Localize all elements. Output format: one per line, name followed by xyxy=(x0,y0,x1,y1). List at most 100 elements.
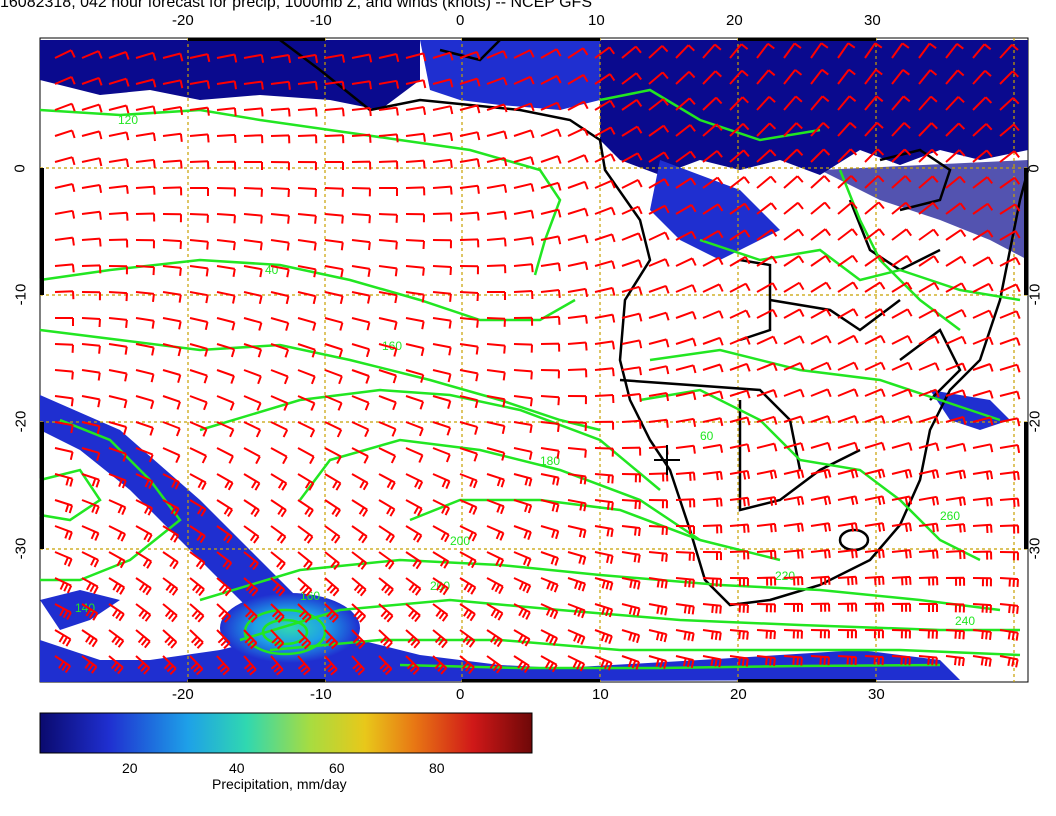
wind-barb xyxy=(378,369,398,384)
wind-barb xyxy=(648,418,669,428)
wind-barb xyxy=(513,421,533,434)
wind-barb xyxy=(918,308,940,319)
wind-barb xyxy=(675,310,697,320)
wind-barb xyxy=(189,421,208,437)
wind-barb xyxy=(810,122,830,137)
wind-barb xyxy=(648,603,668,616)
wind-barb xyxy=(540,499,560,513)
wind-barb xyxy=(405,343,425,357)
wind-barb xyxy=(729,176,750,189)
wind-barb xyxy=(189,629,204,649)
wind-barb xyxy=(540,447,560,459)
wind-barb xyxy=(351,239,371,251)
wind-barb xyxy=(135,603,152,622)
wind-barb xyxy=(81,317,101,328)
wind-barb xyxy=(81,447,101,461)
wind-barb xyxy=(459,291,479,302)
wind-barb xyxy=(999,176,1021,189)
wind-barb xyxy=(297,395,316,411)
wind-barb xyxy=(567,655,586,672)
wind-barb xyxy=(135,185,156,195)
wind-barb xyxy=(54,395,74,407)
wind-barb xyxy=(864,522,886,532)
wind-barb xyxy=(216,343,236,358)
wind-barb xyxy=(54,551,73,567)
axis-bar xyxy=(1024,168,1028,295)
wind-barb xyxy=(648,71,669,85)
wind-barb xyxy=(540,128,562,138)
wind-barb xyxy=(702,336,724,346)
wind-barb xyxy=(594,73,616,85)
wind-barb xyxy=(216,160,237,170)
wind-barb xyxy=(487,291,506,300)
wind-barb xyxy=(945,496,966,506)
wind-barb xyxy=(432,239,452,249)
wind-barb xyxy=(891,388,913,398)
wind-barb xyxy=(379,187,398,196)
wind-barb xyxy=(891,281,913,293)
wind-barb xyxy=(108,77,130,87)
lat-tick-right: 0 xyxy=(1025,164,1043,173)
lon-tick-top: -10 xyxy=(310,12,332,29)
wind-barb xyxy=(594,525,614,538)
wind-barb xyxy=(459,655,475,675)
wind-barb xyxy=(297,239,317,251)
wind-barb xyxy=(324,525,341,544)
wind-barb xyxy=(243,603,258,623)
wind-barb xyxy=(486,369,506,381)
wind-barb xyxy=(162,603,178,623)
wind-barb xyxy=(81,499,100,515)
wind-barb xyxy=(378,133,399,143)
wind-barb xyxy=(216,525,233,544)
wind-barb xyxy=(270,161,290,171)
wind-barb xyxy=(135,291,155,303)
wind-barb xyxy=(513,603,531,620)
wind-barb xyxy=(891,441,913,451)
wind-barb xyxy=(621,473,641,483)
wind-barb xyxy=(810,95,830,111)
wind-barb xyxy=(189,447,208,464)
wind-barb xyxy=(297,499,314,518)
wind-barb xyxy=(405,52,427,62)
wind-barb xyxy=(945,96,965,111)
wind-barb xyxy=(729,629,749,640)
wind-barb xyxy=(135,421,154,436)
wind-barb xyxy=(918,522,939,533)
wind-barb xyxy=(486,157,508,167)
wind-barb xyxy=(405,499,423,517)
wind-barb xyxy=(729,229,751,241)
wind-barb xyxy=(540,48,562,59)
wind-barb xyxy=(999,655,1019,668)
wind-barb xyxy=(351,447,369,464)
wind-barb xyxy=(594,603,614,618)
wind-barb xyxy=(729,149,750,163)
wind-barb xyxy=(270,447,288,465)
wind-barb xyxy=(783,148,804,163)
wind-barb xyxy=(108,238,129,248)
wind-barb xyxy=(432,105,454,115)
contour-label: 240 xyxy=(955,614,975,628)
wind-barb xyxy=(837,495,859,506)
wind-barb xyxy=(54,49,76,59)
wind-barb xyxy=(243,239,263,251)
wind-barb xyxy=(135,132,156,142)
wind-barb xyxy=(783,255,805,267)
wind-barb xyxy=(135,158,156,169)
wind-barb xyxy=(189,525,206,544)
wind-barb xyxy=(567,47,589,59)
wind-barb xyxy=(702,363,724,373)
wind-barb xyxy=(594,447,614,457)
wind-barb xyxy=(999,150,1020,163)
wind-barb xyxy=(945,309,967,319)
wind-barb xyxy=(270,213,290,224)
wind-barb xyxy=(55,317,74,326)
wind-barb xyxy=(432,421,452,436)
wind-barb xyxy=(135,105,157,115)
wind-barb xyxy=(945,362,967,372)
wind-barb xyxy=(189,160,210,170)
wind-barb xyxy=(837,175,858,189)
wind-barb xyxy=(405,395,425,410)
station-marker xyxy=(654,445,680,475)
wind-barb xyxy=(837,629,857,639)
wind-barb xyxy=(351,187,371,197)
